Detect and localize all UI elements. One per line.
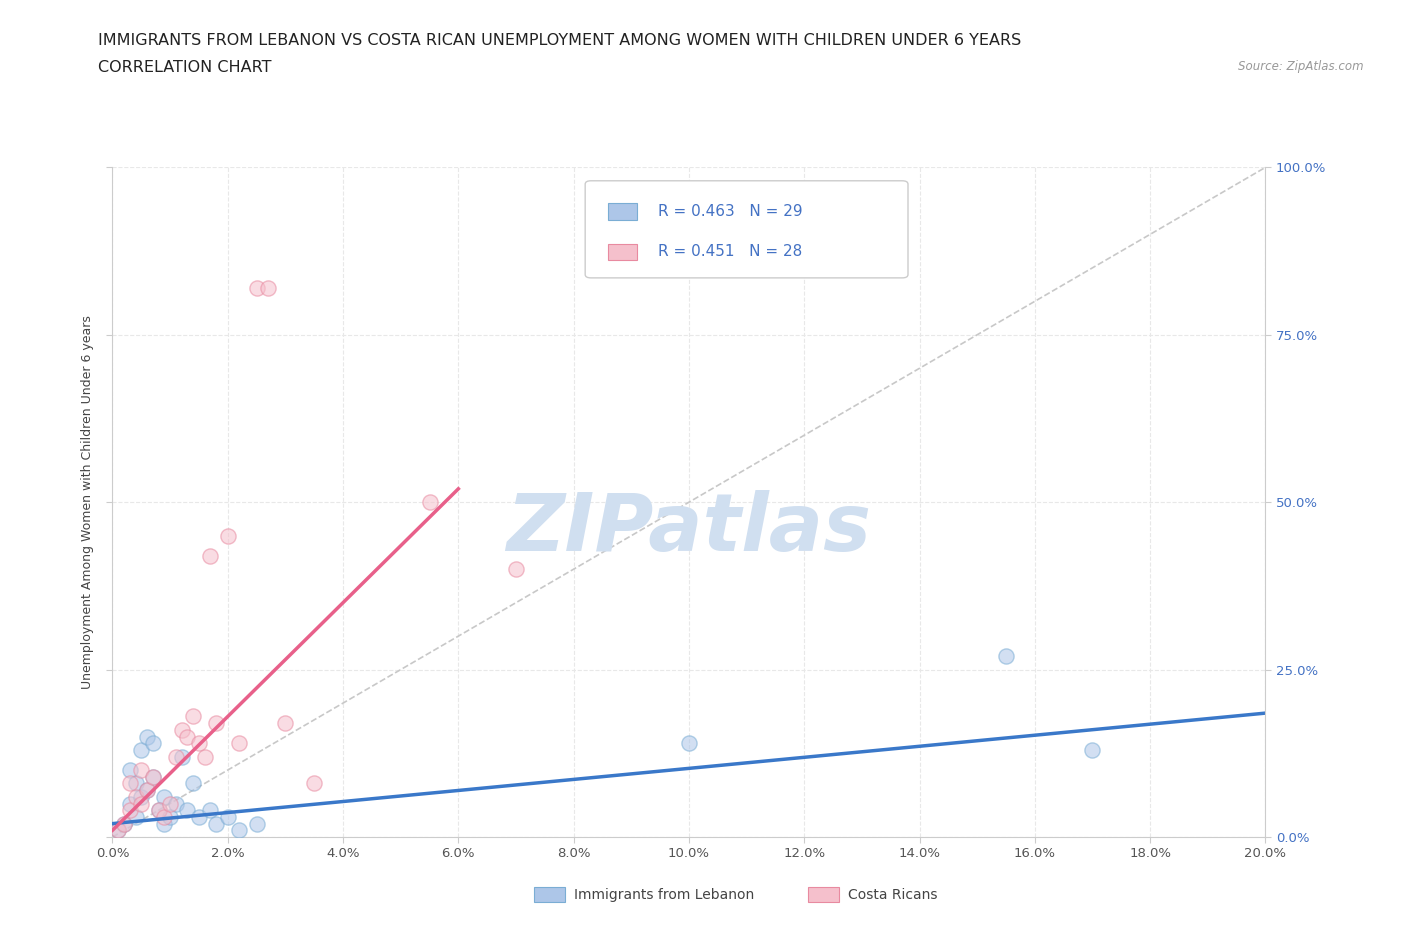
Point bbox=[188, 809, 211, 824]
Point bbox=[112, 817, 135, 831]
Point bbox=[170, 723, 193, 737]
Point bbox=[170, 750, 193, 764]
Point bbox=[136, 729, 159, 744]
Point bbox=[118, 763, 141, 777]
Point bbox=[995, 649, 1018, 664]
Point bbox=[129, 796, 153, 811]
Point bbox=[124, 790, 146, 804]
Point bbox=[159, 809, 181, 824]
Point bbox=[129, 790, 153, 804]
Point bbox=[124, 809, 146, 824]
Point bbox=[245, 817, 267, 831]
Point bbox=[176, 803, 198, 817]
Point bbox=[176, 729, 198, 744]
Point bbox=[124, 776, 146, 790]
Point bbox=[505, 562, 527, 577]
Point bbox=[129, 763, 153, 777]
Bar bbox=[609, 244, 637, 260]
Point bbox=[159, 796, 181, 811]
Text: Immigrants from Lebanon: Immigrants from Lebanon bbox=[574, 887, 754, 902]
Point bbox=[107, 823, 129, 838]
Point bbox=[274, 716, 297, 731]
Point bbox=[148, 803, 170, 817]
Point bbox=[257, 281, 280, 296]
Point bbox=[205, 817, 228, 831]
Text: R = 0.451   N = 28: R = 0.451 N = 28 bbox=[658, 245, 801, 259]
Text: Source: ZipAtlas.com: Source: ZipAtlas.com bbox=[1239, 60, 1364, 73]
Point bbox=[188, 736, 211, 751]
Point bbox=[153, 790, 176, 804]
Point bbox=[419, 495, 441, 510]
Text: Costa Ricans: Costa Ricans bbox=[848, 887, 938, 902]
Point bbox=[194, 750, 217, 764]
Point bbox=[217, 809, 239, 824]
Point bbox=[678, 736, 700, 751]
Point bbox=[217, 528, 239, 543]
Point bbox=[181, 776, 204, 790]
Text: ZIPatlas: ZIPatlas bbox=[506, 490, 872, 568]
Point bbox=[304, 776, 326, 790]
FancyBboxPatch shape bbox=[585, 180, 908, 278]
Point bbox=[153, 809, 176, 824]
Point bbox=[200, 803, 222, 817]
Bar bbox=[609, 203, 637, 219]
Point bbox=[112, 817, 135, 831]
Point bbox=[1081, 742, 1104, 757]
Point bbox=[165, 796, 187, 811]
Point bbox=[153, 817, 176, 831]
Point bbox=[129, 742, 153, 757]
Text: R = 0.463   N = 29: R = 0.463 N = 29 bbox=[658, 204, 803, 219]
Point bbox=[245, 281, 267, 296]
Text: IMMIGRANTS FROM LEBANON VS COSTA RICAN UNEMPLOYMENT AMONG WOMEN WITH CHILDREN UN: IMMIGRANTS FROM LEBANON VS COSTA RICAN U… bbox=[98, 33, 1022, 47]
Point bbox=[142, 736, 165, 751]
Y-axis label: Unemployment Among Women with Children Under 6 years: Unemployment Among Women with Children U… bbox=[80, 315, 94, 689]
Point bbox=[228, 823, 250, 838]
Point bbox=[165, 750, 187, 764]
Point bbox=[118, 776, 141, 790]
Point bbox=[205, 716, 228, 731]
Point bbox=[142, 769, 165, 784]
Point bbox=[118, 796, 141, 811]
Point bbox=[148, 803, 170, 817]
Point bbox=[228, 736, 250, 751]
Point bbox=[200, 549, 222, 564]
Point bbox=[136, 783, 159, 798]
Point bbox=[107, 823, 129, 838]
Point bbox=[142, 769, 165, 784]
Point bbox=[181, 709, 204, 724]
Point bbox=[118, 803, 141, 817]
Point bbox=[136, 783, 159, 798]
Text: CORRELATION CHART: CORRELATION CHART bbox=[98, 60, 271, 75]
